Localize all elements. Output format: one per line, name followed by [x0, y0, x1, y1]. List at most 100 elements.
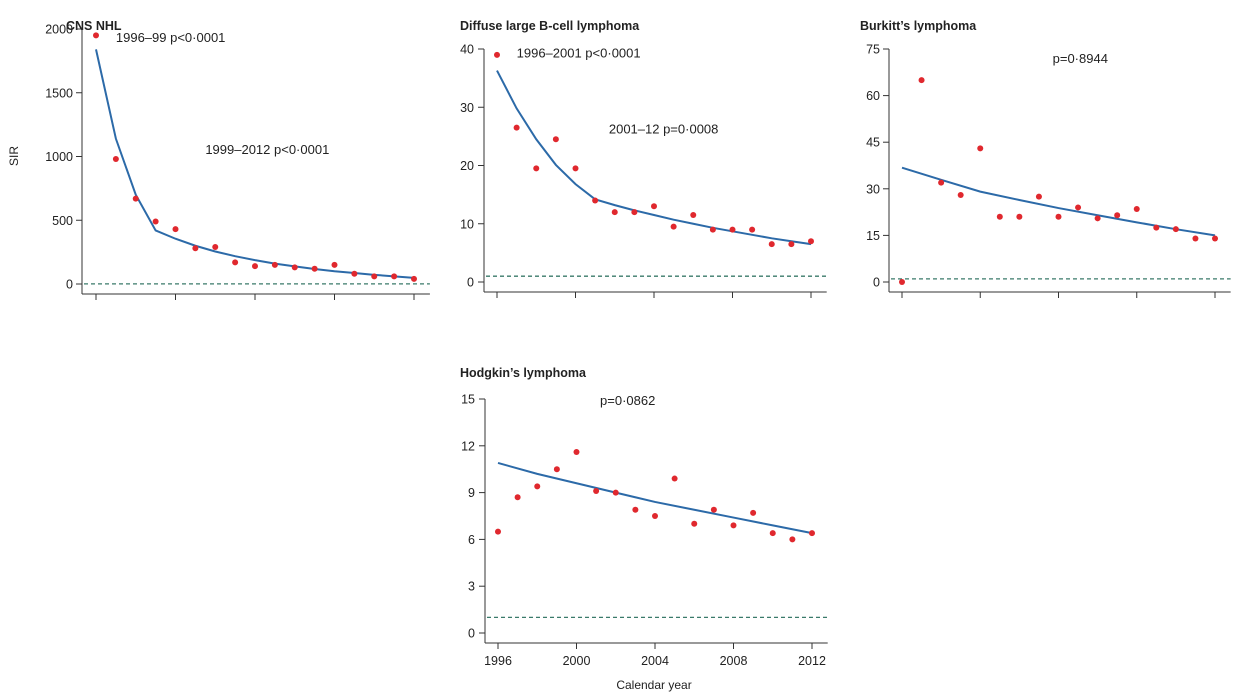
annotation-label: 2001–12 p=0·0008 — [609, 121, 719, 136]
data-point — [311, 265, 318, 272]
data-point — [514, 494, 521, 501]
data-point — [957, 192, 964, 199]
fit-line — [95, 49, 415, 279]
y-tick-label: 1000 — [45, 150, 73, 164]
data-point — [232, 259, 239, 266]
y-tick-label: 30 — [460, 101, 474, 115]
x-tick-label: 1996 — [484, 654, 512, 668]
y-tick-label: 20 — [460, 159, 474, 173]
chart-panel-diffuse-large-b-cell: Diffuse large B-cell lymphoma 0 10 20 30 40 1… — [460, 19, 827, 298]
data-point — [1114, 212, 1121, 219]
y-tick-label: 1500 — [45, 86, 73, 100]
data-point — [534, 483, 541, 490]
y-tick-label: 40 — [460, 43, 474, 57]
x-tick-label: 2004 — [641, 654, 669, 668]
y-tick-label: 0 — [66, 278, 73, 292]
data-point — [573, 449, 580, 456]
data-point — [1055, 213, 1062, 220]
data-point — [391, 273, 398, 280]
y-tick-label: 15 — [866, 229, 880, 243]
x-axis-title: Calendar year — [616, 678, 691, 692]
annotation-label: 1996–2001 p<0·0001 — [517, 46, 641, 61]
annotation-label: 1996–99 p<0·0001 — [116, 30, 226, 45]
data-point — [1094, 215, 1101, 222]
data-point — [977, 145, 984, 152]
x-tick-label: 2008 — [720, 654, 748, 668]
data-point — [789, 536, 796, 543]
data-point — [691, 520, 698, 527]
data-point — [710, 506, 717, 513]
data-point — [351, 270, 358, 277]
y-tick-label: 60 — [866, 89, 880, 103]
data-point — [788, 241, 795, 248]
data-point — [252, 263, 258, 270]
data-point — [631, 209, 638, 216]
data-point — [192, 245, 199, 252]
data-point — [729, 226, 736, 233]
panel-title: Burkitt’s lymphoma — [860, 19, 977, 33]
data-point — [651, 203, 657, 210]
data-point — [652, 513, 658, 519]
y-tick-label: 9 — [468, 486, 475, 500]
annotation-label: p=0·0862 — [600, 393, 655, 408]
data-point — [1035, 193, 1042, 200]
y-tick-label: 10 — [460, 217, 474, 231]
y-tick-label: 45 — [866, 136, 880, 150]
data-point — [612, 489, 619, 496]
data-point — [172, 226, 179, 233]
panel-title: Diffuse large B-cell lymphoma — [460, 19, 640, 33]
data-point — [670, 223, 677, 230]
data-point — [1212, 235, 1218, 242]
data-point — [552, 136, 559, 143]
panel-title: CNS NHL — [66, 19, 122, 33]
data-point — [112, 156, 119, 163]
fit-line — [497, 461, 813, 535]
data-point — [132, 195, 139, 202]
data-point — [533, 165, 540, 172]
data-point — [1153, 224, 1160, 231]
chart-panel-burkitt: Burkitt’s lymphoma 0 15 30 45 60 75 p=0·8944 — [860, 19, 1231, 298]
data-point — [768, 241, 775, 248]
y-tick-label: 0 — [467, 276, 474, 290]
chart-panel-hodgkin: Hodgkin’s lymphoma Calendar year 0 3 6 9 12 1… — [460, 366, 828, 692]
data-point — [996, 213, 1003, 220]
data-point — [809, 530, 815, 537]
y-tick-label: 2000 — [45, 23, 73, 37]
data-point — [152, 218, 159, 225]
y-tick-label: 0 — [468, 627, 475, 641]
data-point — [271, 261, 278, 268]
data-point — [553, 466, 560, 473]
data-point — [212, 244, 219, 251]
y-tick-label: 500 — [52, 214, 73, 228]
y-tick-label: 12 — [461, 439, 475, 453]
y-tick-label: 3 — [468, 580, 475, 594]
data-point — [632, 506, 639, 513]
data-point — [938, 179, 945, 186]
data-point — [690, 212, 697, 219]
fit-line — [901, 166, 1216, 237]
data-point — [93, 32, 99, 39]
data-point — [1192, 235, 1199, 242]
data-point — [899, 279, 905, 285]
data-point — [411, 275, 417, 282]
data-point — [513, 124, 520, 131]
data-point — [371, 273, 378, 280]
y-tick-label: 0 — [873, 276, 880, 290]
data-point — [495, 528, 501, 535]
data-point — [592, 197, 599, 204]
data-point — [331, 261, 338, 268]
data-point — [769, 530, 776, 537]
fit-line — [496, 70, 812, 246]
data-point — [808, 238, 814, 245]
y-tick-label: 6 — [468, 533, 475, 547]
chart-panel-cns-nhl: CNS NHL SIR 0 500 1000 1500 2000 1996–99 p<0·… — [7, 19, 430, 300]
x-tick-label: 2012 — [798, 654, 826, 668]
y-tick-label: 15 — [461, 393, 475, 407]
y-tick-label: 75 — [866, 43, 880, 57]
data-point — [1172, 226, 1179, 233]
data-point — [593, 488, 600, 495]
data-point — [1133, 205, 1140, 212]
annotation-label: 1999–2012 p<0·0001 — [205, 142, 329, 157]
data-point — [494, 51, 500, 58]
